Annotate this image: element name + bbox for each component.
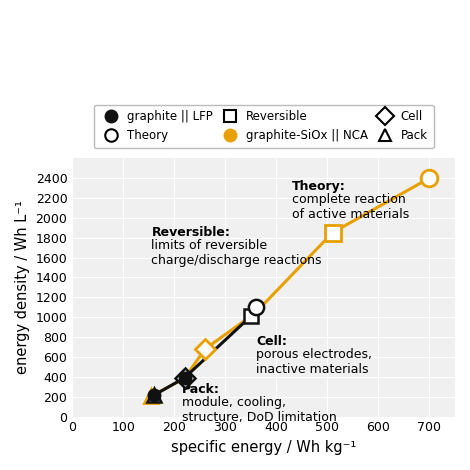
Text: complete reaction
of active materials: complete reaction of active materials (292, 194, 409, 221)
Text: Pack:: Pack: (182, 383, 220, 396)
Text: module, cooling,
structure, DoD limitation: module, cooling, structure, DoD limitati… (182, 396, 337, 424)
Text: Theory:: Theory: (292, 180, 345, 193)
Text: Cell:: Cell: (256, 335, 287, 348)
Legend: graphite || LFP, Theory, Reversible, graphite-SiOx || NCA, Cell, Pack: graphite || LFP, Theory, Reversible, gra… (94, 105, 433, 149)
Text: Reversible:: Reversible: (151, 226, 230, 239)
X-axis label: specific energy / Wh kg⁻¹: specific energy / Wh kg⁻¹ (171, 440, 356, 455)
Text: porous electrodes,
inactive materials: porous electrodes, inactive materials (256, 348, 372, 376)
Y-axis label: energy density / Wh L⁻¹: energy density / Wh L⁻¹ (15, 200, 30, 374)
Text: limits of reversible
charge/discharge reactions: limits of reversible charge/discharge re… (151, 239, 322, 267)
